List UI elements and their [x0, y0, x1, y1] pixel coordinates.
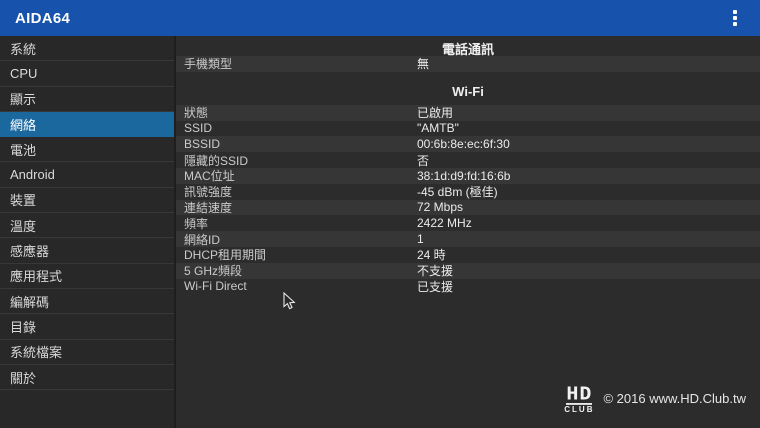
row-value: 00:6b:8e:ec:6f:30: [417, 137, 510, 152]
sidebar-item-about[interactable]: 關於: [0, 365, 174, 391]
row-value: 不支援: [417, 264, 454, 279]
row-label: 網絡ID: [184, 232, 221, 247]
sidebar-item-system-files[interactable]: 系統檔案: [0, 340, 174, 365]
hdclub-watermark: HD CLUB © 2016 www.HD.Club.tw: [564, 383, 746, 414]
sidebar-item-android[interactable]: Android: [0, 162, 174, 188]
hdclub-logo-club: CLUB: [564, 405, 595, 414]
sidebar-item-sensors[interactable]: 感應器: [0, 238, 174, 264]
main-area: 系統 CPU 顯示 網絡 電池 Android 裝置 溫度 感應器 應用程式 編…: [0, 36, 760, 428]
row-label: 狀態: [184, 106, 209, 121]
hdclub-logo-hd: HD: [566, 382, 593, 405]
kebab-menu-icon[interactable]: [724, 5, 746, 31]
section-header-telephony: 電話通訊: [441, 41, 494, 57]
row-label: 手機類型: [184, 57, 233, 72]
info-row-signal-strength: 訊號強度 -45 dBm (極佳): [176, 183, 760, 200]
info-row-5ghz-band: 5 GHz頻段 不支援: [176, 262, 760, 279]
info-row-wifi-direct: Wi-Fi Direct 已支援: [176, 278, 760, 295]
row-label: 5 GHz頻段: [184, 264, 243, 279]
info-row-bssid: BSSID 00:6b:8e:ec:6f:30: [176, 136, 760, 153]
copyright-text: © 2016 www.HD.Club.tw: [603, 391, 746, 406]
sidebar-item-codecs[interactable]: 編解碼: [0, 289, 174, 315]
row-value: 已支援: [417, 279, 454, 294]
info-row-mac-address: MAC位址 38:1d:d9:fd:16:6b: [176, 167, 760, 184]
info-row-network-id: 網絡ID 1: [176, 231, 760, 247]
section-spacer: [176, 72, 760, 84]
row-label: Wi-Fi Direct: [184, 279, 247, 294]
app-bar: AIDA64: [0, 0, 760, 36]
sidebar-item-apps[interactable]: 應用程式: [0, 264, 174, 289]
row-value: 2422 MHz: [417, 216, 472, 231]
info-row-dhcp-lease: DHCP租用期間 24 時: [176, 246, 760, 263]
row-label: SSID: [184, 121, 213, 136]
info-row-link-speed: 連結速度 72 Mbps: [176, 199, 760, 216]
sidebar-item-cpu[interactable]: CPU: [0, 61, 174, 87]
row-label: DHCP租用期間: [184, 248, 267, 263]
row-value: 無: [417, 57, 430, 72]
row-value: 38:1d:d9:fd:16:6b: [417, 168, 511, 183]
row-value: 否: [417, 153, 430, 168]
info-row-status: 狀態 已啟用: [176, 104, 760, 121]
row-label: 訊號強度: [184, 185, 233, 200]
sidebar-item-devices[interactable]: 裝置: [0, 188, 174, 214]
sidebar-item-battery[interactable]: 電池: [0, 137, 174, 163]
row-value: 已啟用: [417, 106, 454, 121]
row-value: "AMTB": [417, 121, 459, 136]
info-row-ssid: SSID "AMTB": [176, 120, 760, 137]
network-info-panel: 電話通訊 手機類型 無 Wi-Fi 狀態 已啟用 SSID "AMTB" BSS…: [176, 36, 760, 428]
app-title: AIDA64: [15, 9, 71, 27]
row-label: BSSID: [184, 137, 221, 152]
sidebar-item-directories[interactable]: 目錄: [0, 314, 174, 340]
hdclub-logo: HD CLUB: [564, 383, 594, 414]
row-value: 1: [417, 232, 424, 247]
sidebar-item-temperature[interactable]: 溫度: [0, 213, 174, 239]
info-row-frequency: 頻率 2422 MHz: [176, 215, 760, 232]
info-row-hidden-ssid: 隱藏的SSID 否: [176, 152, 760, 168]
row-label: 頻率: [184, 216, 209, 231]
sidebar-item-display[interactable]: 顯示: [0, 87, 174, 112]
info-row-phone-type: 手機類型 無: [176, 56, 760, 72]
row-value: -45 dBm (極佳): [417, 185, 498, 200]
sidebar-item-system[interactable]: 系統: [0, 36, 174, 62]
row-label: MAC位址: [184, 169, 235, 184]
sidebar: 系統 CPU 顯示 網絡 電池 Android 裝置 溫度 感應器 應用程式 編…: [0, 36, 176, 428]
row-label: 連結速度: [184, 200, 233, 215]
sidebar-item-network[interactable]: 網絡: [0, 111, 174, 138]
section-header-wifi: Wi-Fi: [452, 84, 484, 100]
row-value: 24 時: [417, 248, 446, 263]
row-value: 72 Mbps: [417, 200, 464, 215]
row-label: 隱藏的SSID: [184, 153, 249, 168]
